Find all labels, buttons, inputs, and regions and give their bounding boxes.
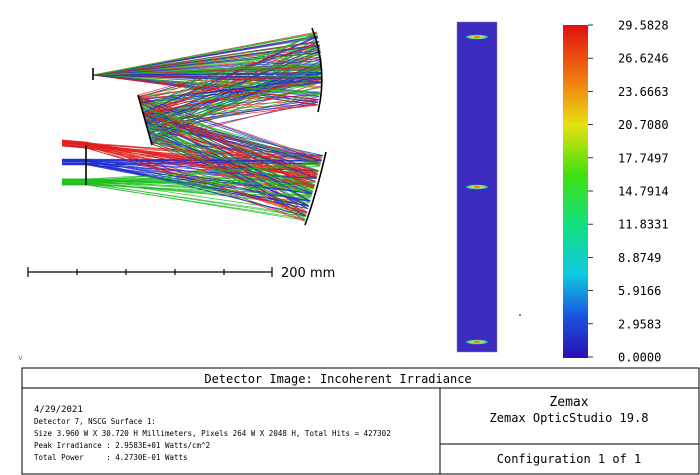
ray [61,66,323,189]
ray-layout [61,31,324,222]
configuration: Configuration 1 of 1 [497,452,642,466]
speck [519,314,521,316]
info-line: Size 3.960 W X 30.720 H Millimeters, Pix… [34,429,391,438]
colorbar-tick-label: 26.6246 [618,52,669,66]
ray [62,74,322,162]
colorbar-tick-label: 23.6663 [618,85,669,99]
colorbar-tick-label: 11.8331 [618,218,669,232]
colorbar [563,25,588,358]
ray [61,31,318,187]
mirrors [85,27,327,226]
mirror [304,151,327,226]
info-line: Total Power : 4.2730E-01 Watts [34,453,188,462]
info-line: Peak Irradiance : 2.9583E+01 Watts/cm^2 [34,441,210,450]
ray [62,54,322,197]
product: Zemax OpticStudio 19.8 [490,411,649,425]
colorbar-tick-label: 8.8749 [618,251,661,265]
ray [61,74,322,162]
colorbar-tick-label: 20.7080 [618,118,669,132]
mirror [137,94,153,146]
info-date: 4/29/2021 [34,405,83,415]
ray [62,74,320,195]
ray [61,74,322,176]
info-panel [21,367,700,475]
info-line: Detector 7, NSCG Surface 1: [34,417,156,426]
colorbar-tick-label: 2.9583 [618,317,661,331]
ray [62,52,321,184]
ray [62,64,323,221]
scale-bar [27,267,273,277]
scale-label: 200 mm [281,266,335,281]
brand: Zemax [549,395,588,410]
hot-spot [465,34,489,40]
panel-border [21,367,700,475]
colorbar-ticks: 29.5828 26.6246 23.6663 20.7080 17.7497 14.79… [588,19,669,365]
colorbar-tick-label: 0.0000 [618,351,661,365]
mirror [311,27,323,113]
colorbar-tick-label: 14.7914 [618,185,669,199]
ray [62,32,321,182]
colorbar-tick-label: 5.9166 [618,284,661,298]
hot-spot [465,184,489,190]
hot-spot [465,339,489,345]
corner-mark: v [18,353,23,362]
colorbar-tick-label: 29.5828 [618,19,669,33]
panel-title: Detector Image: Incoherent Irradiance [204,372,471,386]
ray [62,74,322,202]
colorbar-tick-label: 17.7497 [618,151,669,165]
